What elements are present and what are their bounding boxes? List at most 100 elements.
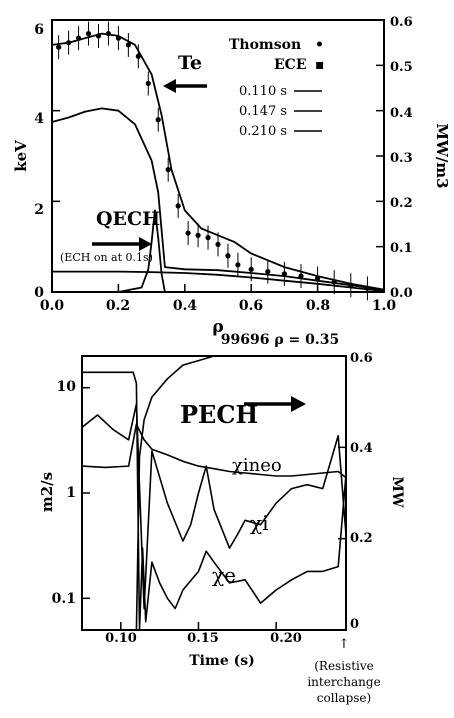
top-y-tick-label: 0 (34, 285, 44, 301)
bottom-y-tick-label: 0.1 (52, 591, 76, 607)
data-point (105, 30, 112, 37)
top-y-tick-labels: 0 2 4 6 (34, 22, 44, 301)
top-x-tick-label: 0.6 (239, 298, 263, 314)
data-point (135, 53, 141, 59)
bottom-x-axis-label: Time (s) (189, 653, 254, 669)
bottom-y2-axis-label: MW (389, 476, 405, 507)
ech-on-note: (ECH on at 0.1s) (60, 251, 153, 264)
bottom-x-tick-label: 0.15 (187, 631, 219, 646)
resistive-note-line: (Resistive (314, 659, 374, 673)
data-point (115, 35, 121, 41)
legend-time-label: 0.147 s (239, 104, 287, 119)
data-point (331, 279, 337, 285)
data-point (364, 285, 370, 291)
bottom-y-axis-label: m2/s (38, 472, 56, 512)
data-point (155, 117, 161, 123)
chi-i-label: χi (250, 511, 269, 535)
series-line-i (81, 403, 347, 610)
top-x-tick-label: 0.2 (106, 298, 130, 314)
top-y2-tick-label: 0.4 (390, 106, 413, 121)
series-line-pech (82, 355, 346, 631)
collapse-arrow: ↑ (339, 637, 350, 652)
bottom-plot-frame (81, 355, 347, 631)
bottom-x-tick-label: 0.10 (105, 631, 137, 646)
top-legend: Thomson • ECE ▪ 0.110 s 0.147 s 0.210 s (229, 37, 325, 139)
data-point (215, 241, 221, 247)
bottom-y2-tick-label: 0.6 (350, 351, 373, 366)
data-point (95, 33, 102, 39)
bottom-y-tick-label: 1 (66, 485, 76, 501)
bottom-y-tick-label: 10 (57, 379, 77, 395)
top-x-axis-label: ρ (212, 317, 223, 337)
legend-thomson-symbol: • (315, 37, 324, 53)
p-ech-arrow-head (291, 396, 306, 412)
data-point (185, 230, 191, 236)
data-point (298, 273, 304, 279)
data-point (75, 35, 82, 41)
top-y2-tick-label: 0.5 (390, 60, 413, 75)
bottom-series-lines (81, 355, 347, 631)
top-data-points (56, 21, 370, 301)
top-x-tick-label: 0.8 (306, 298, 330, 314)
legend-ece-symbol: ▪ (315, 57, 325, 73)
q-ech-label: QECH (96, 208, 160, 230)
data-point (348, 282, 354, 288)
top-y2-tick-label: 0.1 (390, 241, 413, 256)
q-ech-arrow-head (139, 237, 152, 251)
te-label: Te (178, 52, 202, 74)
data-point (235, 262, 241, 268)
top-x-tick-label: 0.4 (173, 298, 198, 314)
top-y-tick-label: 4 (34, 111, 44, 127)
bottom-y2-tick-label: 0.4 (350, 441, 373, 456)
data-point (145, 80, 151, 87)
data-point (225, 253, 231, 259)
data-point (281, 271, 287, 277)
bottom-title: 99696 ρ = 0.35 (221, 332, 339, 348)
top-y2-tick-label: 0.3 (390, 151, 413, 166)
legend-ece-label: ECE (274, 57, 306, 73)
data-point (165, 167, 171, 173)
legend-thomson-label: Thomson (229, 37, 301, 53)
top-y-tick-label: 6 (34, 22, 44, 38)
chi-e-label: χe (212, 563, 236, 587)
bottom-axis-ticks (82, 355, 346, 631)
top-profile-panel: 0.0 0.2 0.4 0.6 0.8 1.0 0 2 4 6 0.0 0.1 … (12, 15, 451, 337)
data-point (56, 44, 62, 50)
te-arrow-head (163, 79, 176, 93)
top-y-tick-label: 2 (34, 202, 44, 218)
series-line-qech (52, 209, 166, 293)
resistive-note-line: collapse) (317, 691, 371, 705)
bottom-x-tick-labels: 0.10 0.15 0.20 (105, 631, 302, 646)
resistive-note-line: interchange (307, 675, 380, 689)
series-line-0-110-s (52, 270, 385, 292)
top-y2-axis-label: MW/m3 (433, 123, 451, 188)
top-y2-tick-label: 0.6 (390, 15, 413, 30)
series-line-e (82, 371, 347, 631)
series-line-ineo (81, 423, 347, 479)
data-point (175, 203, 181, 209)
top-y2-tick-label: 0.0 (390, 286, 413, 301)
top-x-tick-label: 1.0 (372, 298, 397, 314)
top-y-axis-label: keV (12, 140, 30, 172)
bottom-x-tick-label: 0.20 (270, 631, 302, 646)
data-point (205, 235, 211, 241)
legend-time-label: 0.210 s (239, 124, 287, 139)
data-point (315, 275, 321, 281)
top-x-tick-labels: 0.0 0.2 0.4 0.6 0.8 1.0 (40, 298, 397, 314)
chi-i-neo-label: χineo (232, 455, 282, 476)
data-point (248, 266, 254, 272)
bottom-y2-tick-labels: 0 0.2 0.4 0.6 (350, 351, 373, 632)
data-point (125, 42, 131, 48)
bottom-y2-tick-label: 0.2 (350, 531, 373, 546)
top-y2-tick-labels: 0.0 0.1 0.2 0.3 0.4 0.5 0.6 (390, 15, 413, 301)
legend-time-label: 0.110 s (239, 84, 287, 99)
bottom-y-tick-labels: 0.1 1 10 (52, 379, 77, 607)
bottom-time-panel: 99696 ρ = 0.35 0.10 0.15 0.20 0.1 1 10 0… (38, 332, 405, 705)
data-point (265, 269, 271, 275)
data-point (195, 232, 201, 238)
data-point (85, 30, 92, 37)
top-axis-ticks (51, 19, 385, 293)
top-y2-tick-label: 0.2 (390, 196, 413, 211)
data-point (66, 40, 72, 46)
